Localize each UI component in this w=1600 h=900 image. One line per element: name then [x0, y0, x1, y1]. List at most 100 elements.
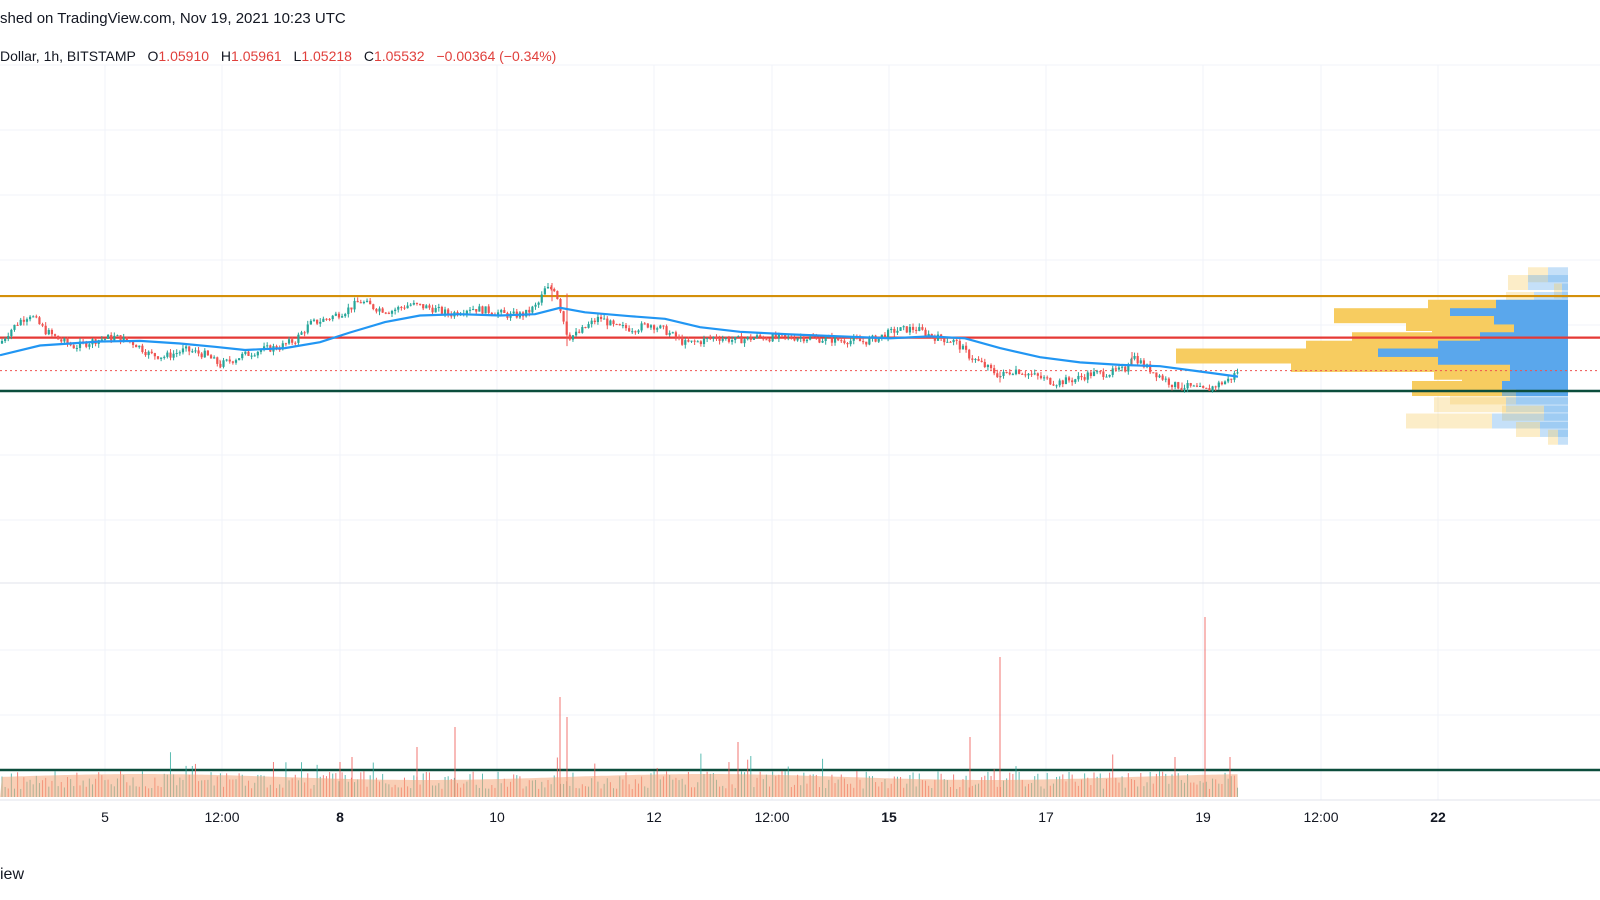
candle-body	[434, 308, 437, 313]
candle-body	[534, 304, 537, 307]
candle-body	[412, 302, 415, 305]
candle-body	[1198, 386, 1202, 388]
candle-body	[496, 312, 500, 316]
candle-body	[1136, 355, 1139, 364]
volume-profile-sell	[1516, 421, 1540, 437]
candle-body	[138, 345, 141, 348]
volume-profile-sell	[1528, 267, 1548, 283]
candle-body	[609, 320, 612, 326]
candle-body	[684, 340, 687, 345]
open-key: O	[147, 48, 159, 64]
x-tick-label: 12:00	[754, 809, 789, 825]
candle-body	[425, 305, 428, 309]
candle-body	[1208, 388, 1211, 391]
candle-body	[986, 364, 990, 368]
volume-profile-sell	[1406, 413, 1492, 429]
candle-body	[634, 331, 637, 333]
candle-body	[113, 335, 116, 341]
open-value: 1.05910	[158, 48, 210, 64]
candle-body	[1039, 375, 1043, 379]
candle-body	[830, 336, 834, 343]
volume-profile-sell	[1434, 397, 1506, 413]
x-tick-label: 19	[1195, 809, 1211, 825]
ohlc-legend: Dollar, 1h, BITSTAMP O1.05910 H1.05961 L…	[0, 48, 556, 64]
candle-body	[1161, 375, 1164, 380]
candle-body	[1027, 373, 1030, 376]
candle-body	[849, 340, 852, 345]
candle-body	[578, 331, 581, 333]
candle-body	[1018, 369, 1021, 374]
candle-body	[247, 351, 250, 356]
candle-body	[1170, 384, 1174, 388]
candle-body	[390, 311, 394, 314]
candle-body	[1174, 382, 1177, 388]
candle-body	[1052, 384, 1055, 386]
candle-body	[1152, 372, 1155, 374]
volume-bars	[0, 617, 1239, 797]
candle-body	[908, 326, 912, 333]
volume-profile-buy	[1558, 429, 1568, 445]
candle-body	[418, 303, 422, 305]
candle-body	[294, 342, 297, 344]
candle-body	[150, 351, 153, 354]
candle-body	[203, 350, 206, 358]
volume-profile	[1176, 267, 1568, 445]
candle-body	[256, 351, 259, 356]
candle-body	[1077, 375, 1080, 380]
candle-body	[468, 309, 472, 311]
candle-body	[1227, 378, 1230, 382]
candle-body	[674, 332, 678, 338]
candle-body	[266, 345, 269, 347]
candle-body	[968, 349, 971, 359]
volume-profile-sell	[1508, 275, 1528, 291]
candle-body	[559, 299, 562, 312]
candle-body	[737, 336, 740, 338]
candle-body	[768, 339, 771, 342]
candle-body	[222, 360, 225, 367]
candle-body	[1223, 381, 1227, 385]
candle-body	[715, 336, 718, 339]
candle-body	[347, 307, 350, 315]
candle-body	[397, 306, 400, 310]
candle-body	[191, 351, 194, 353]
candle-body	[443, 309, 447, 314]
candle-body	[1195, 385, 1199, 387]
candle-body	[1089, 372, 1092, 376]
candle-body	[886, 329, 890, 339]
candle-body	[603, 318, 606, 320]
candle-body	[309, 320, 312, 325]
candle-body	[234, 360, 238, 363]
candle-body	[125, 337, 128, 341]
candle-body	[865, 341, 868, 345]
candle-body	[784, 334, 787, 337]
candle-body	[812, 336, 815, 338]
candle-body	[1033, 373, 1036, 375]
candle-body	[431, 307, 434, 313]
volume-profile-buy	[1540, 421, 1568, 437]
candle-body	[584, 327, 587, 329]
volume-profile-buy	[1548, 267, 1568, 283]
candle-body	[372, 304, 375, 309]
candle-body	[1220, 382, 1224, 385]
candle-body	[319, 321, 322, 324]
candle-body	[805, 339, 809, 342]
candle-body	[281, 343, 284, 350]
candle-body	[1127, 365, 1130, 372]
x-tick-label: 8	[336, 809, 344, 825]
time-axis: 5 12:00 8 10 12 12:00 15 17 19 12:00 22	[101, 809, 1446, 825]
candle-body	[16, 324, 19, 326]
candle-body	[228, 359, 231, 362]
moving-average	[0, 306, 1239, 378]
candle-body	[241, 353, 244, 359]
candle-body	[57, 335, 60, 340]
candle-body	[1067, 377, 1071, 381]
candle-body	[116, 335, 119, 337]
candle-body	[765, 339, 768, 341]
candle-body	[824, 337, 827, 341]
candle-body	[322, 318, 325, 322]
candle-body	[902, 326, 905, 328]
candle-body	[724, 337, 727, 340]
candle-body	[890, 328, 893, 330]
candle-body	[581, 327, 584, 333]
